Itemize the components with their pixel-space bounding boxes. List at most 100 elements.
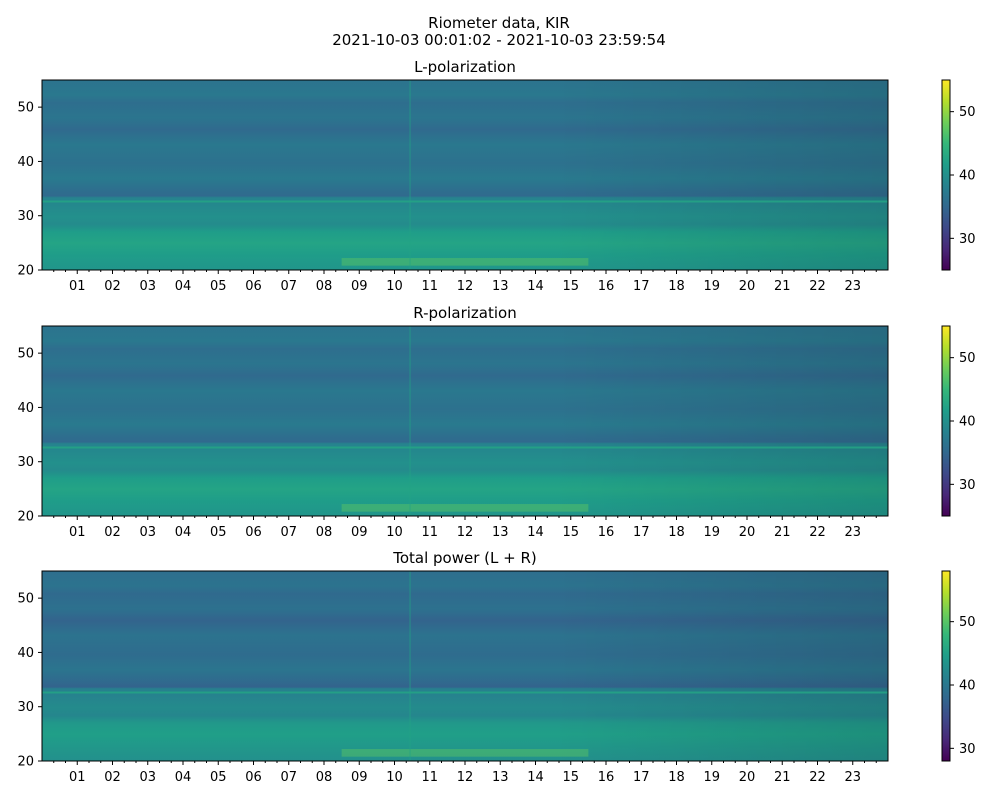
x-tick-label: 22 [809,525,826,540]
y-tick-label: 50 [17,592,34,607]
x-tick-label: 20 [739,525,756,540]
x-tick-label: 12 [457,770,474,785]
heatmap-vline [409,80,411,270]
y-tick-label: 40 [17,646,34,661]
x-tick-label: 03 [139,279,156,294]
y-tick-label: 20 [17,510,34,525]
colorbar-tick-label: 50 [959,105,976,120]
x-tick-label: 10 [386,279,403,294]
x-tick-label: 22 [809,770,826,785]
x-tick-label: 17 [633,770,650,785]
x-tick-label: 13 [492,279,509,294]
y-tick-label: 30 [17,209,34,224]
x-tick-label: 10 [386,525,403,540]
x-tick-label: 02 [104,279,121,294]
x-tick-label: 15 [562,770,579,785]
x-tick-label: 04 [175,279,192,294]
colorbar [941,325,951,517]
heatmap-band [42,446,888,449]
colorbar-tick-label: 40 [959,415,976,430]
x-tick-label: 11 [421,525,438,540]
y-tick-label: 50 [17,101,34,116]
colorbar-tick-label: 50 [959,615,976,630]
x-tick-label: 06 [245,279,262,294]
y-tick-label: 20 [17,755,34,770]
x-tick-label: 23 [844,525,861,540]
y-tick-label: 30 [17,700,34,715]
heatmap-vline [409,571,411,761]
x-tick-label: 14 [527,279,544,294]
x-tick-label: 03 [139,770,156,785]
y-tick-label: 40 [17,155,34,170]
x-tick-label: 08 [316,770,333,785]
x-tick-label: 02 [104,525,121,540]
colorbar-tick-label: 40 [959,169,976,184]
figure-title-line1: Riometer data, KIR [428,14,570,32]
x-tick-label: 15 [562,525,579,540]
heatmap-shade [42,80,888,270]
x-tick-label: 06 [245,770,262,785]
x-tick-label: 23 [844,770,861,785]
x-tick-label: 05 [210,770,227,785]
x-tick-label: 09 [351,770,368,785]
panel-title: R-polarization [413,304,516,322]
heatmap-vline [409,326,411,516]
x-tick-label: 02 [104,770,121,785]
heatmap-shade [42,571,888,761]
x-tick-label: 12 [457,279,474,294]
x-tick-label: 07 [280,770,297,785]
x-tick-label: 04 [175,525,192,540]
x-tick-label: 17 [633,279,650,294]
x-tick-label: 23 [844,279,861,294]
x-tick-label: 21 [774,770,791,785]
x-tick-label: 18 [668,279,685,294]
y-tick-label: 40 [17,401,34,416]
x-tick-label: 01 [69,770,86,785]
x-tick-label: 08 [316,525,333,540]
x-tick-label: 18 [668,770,685,785]
y-tick-label: 50 [17,347,34,362]
x-tick-label: 10 [386,770,403,785]
x-tick-label: 13 [492,770,509,785]
x-tick-label: 01 [69,525,86,540]
x-tick-label: 09 [351,279,368,294]
x-tick-label: 14 [527,525,544,540]
panel-title: Total power (L + R) [392,549,537,567]
x-tick-label: 06 [245,525,262,540]
heatmap-speckle [341,258,589,266]
x-tick-label: 21 [774,525,791,540]
x-tick-label: 16 [598,525,615,540]
y-tick-label: 20 [17,264,34,279]
x-tick-label: 21 [774,279,791,294]
x-tick-label: 04 [175,770,192,785]
x-tick-label: 20 [739,770,756,785]
colorbar-tick-label: 50 [959,351,976,366]
x-tick-label: 07 [280,525,297,540]
heatmap-band [42,200,888,203]
x-tick-label: 19 [703,525,720,540]
x-tick-label: 11 [421,770,438,785]
colorbar [941,79,951,271]
x-tick-label: 05 [210,279,227,294]
x-tick-label: 22 [809,279,826,294]
x-tick-label: 16 [598,279,615,294]
x-tick-label: 14 [527,770,544,785]
heatmap-speckle [341,504,589,512]
x-tick-label: 11 [421,279,438,294]
colorbar [941,570,951,762]
x-tick-label: 17 [633,525,650,540]
colorbar-tick-label: 30 [959,478,976,493]
x-tick-label: 15 [562,279,579,294]
x-tick-label: 03 [139,525,156,540]
x-tick-label: 20 [739,279,756,294]
figure-title-line2: 2021-10-03 00:01:02 - 2021-10-03 23:59:5… [332,31,666,49]
x-tick-label: 19 [703,770,720,785]
x-tick-label: 08 [316,279,333,294]
heatmap-band [42,691,888,694]
x-tick-label: 19 [703,279,720,294]
colorbar-tick-label: 40 [959,679,976,694]
x-tick-label: 09 [351,525,368,540]
x-tick-label: 18 [668,525,685,540]
heatmap-shade [42,326,888,516]
